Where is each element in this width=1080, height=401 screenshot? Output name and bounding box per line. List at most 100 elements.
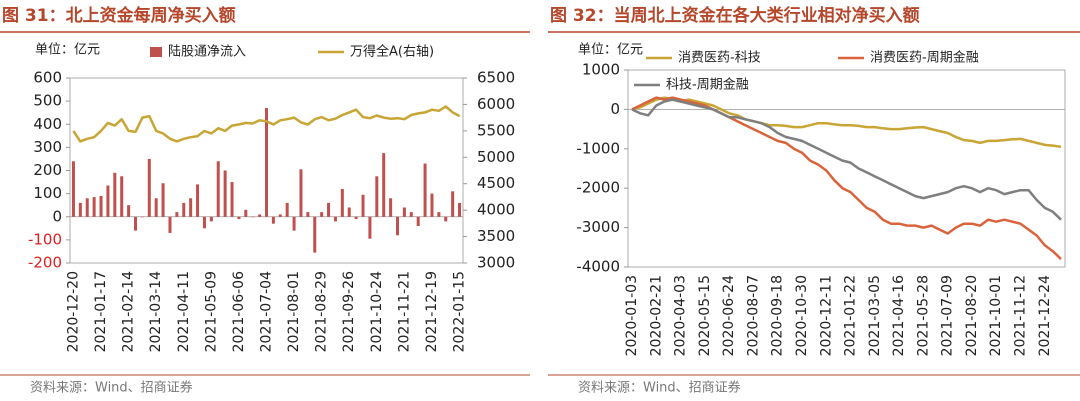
bar xyxy=(71,161,75,217)
bar xyxy=(285,202,289,217)
x-tick-label: 2021-07-04 xyxy=(259,271,275,352)
y2-tick-label: 6500 xyxy=(477,69,515,87)
source: 资料来源：Wind、招商证券 xyxy=(578,380,741,396)
x-tick-label: 2021-10-01 xyxy=(988,275,1004,356)
bar xyxy=(202,216,206,229)
bar xyxy=(402,207,406,217)
source: 资料来源：Wind、招商证券 xyxy=(30,380,193,396)
bar xyxy=(271,216,275,224)
y2-tick-label: 5500 xyxy=(477,121,515,139)
chart-title: 图 31：北上资金每周净买入额 xyxy=(2,5,236,26)
y2-tick-label: 3000 xyxy=(477,254,515,272)
x-tick-label: 2021-12-24 xyxy=(1037,275,1053,356)
x-tick-label: 2021-03-14 xyxy=(148,271,164,352)
x-tick-label: 2020-10-30 xyxy=(794,275,810,356)
x-tick-label: 2020-02-21 xyxy=(648,275,664,356)
y-tick-label: 600 xyxy=(33,69,62,87)
bar xyxy=(354,216,358,220)
y2-tick-label: 5000 xyxy=(477,148,515,166)
unit-label: 单位：亿元 xyxy=(578,43,643,58)
bar xyxy=(99,195,103,217)
bar xyxy=(375,176,379,217)
bar xyxy=(368,216,372,239)
bar xyxy=(458,202,462,217)
unit-label: 单位：亿元 xyxy=(35,43,100,58)
bar xyxy=(313,216,317,253)
bar xyxy=(113,172,117,217)
bar xyxy=(451,191,455,217)
y2-tick-label: 4000 xyxy=(477,201,515,219)
x-tick-label: 2021-02-14 xyxy=(121,271,137,352)
legend-label: 消费医药-科技 xyxy=(678,51,761,66)
x-tick-label: 2020-09-18 xyxy=(770,275,786,356)
y-tick-label: 200 xyxy=(33,161,62,179)
x-tick-label: 2020-12-11 xyxy=(818,275,834,356)
x-tick-label: 2021-07-09 xyxy=(940,275,956,356)
series-line xyxy=(72,105,461,143)
bar xyxy=(78,202,82,217)
y-tick-label: 0 xyxy=(610,100,620,118)
bar xyxy=(209,216,213,222)
y-tick-label: -1000 xyxy=(576,139,620,157)
x-tick-label: 2021-01-22 xyxy=(843,275,859,356)
x-tick-label: 2021-12-19 xyxy=(424,271,440,352)
bar xyxy=(182,202,186,217)
legend-label: 陆股通净流入 xyxy=(168,44,246,60)
x-tick-label: 2021-09-26 xyxy=(341,271,357,352)
bar xyxy=(396,216,399,236)
series-line xyxy=(631,96,1062,149)
x-tick-label: 2020-12-20 xyxy=(65,271,81,352)
bar xyxy=(106,185,110,217)
y-tick-label: 400 xyxy=(33,115,62,133)
x-tick-label: 2021-11-21 xyxy=(396,271,412,352)
bar xyxy=(196,184,200,217)
bar xyxy=(216,161,220,217)
bar xyxy=(299,169,303,217)
y-tick-label: 1000 xyxy=(582,61,620,79)
x-tick-label: 2021-10-24 xyxy=(369,271,385,352)
bar xyxy=(320,212,324,217)
x-tick-label: 2020-04-03 xyxy=(673,275,689,356)
bar xyxy=(292,216,296,231)
legend-label: 万得全A(右轴) xyxy=(350,44,434,60)
bar xyxy=(430,193,434,217)
y2-tick-label: 4500 xyxy=(477,174,515,192)
x-tick-label: 2020-01-03 xyxy=(624,275,640,356)
y2-tick-label: 6000 xyxy=(477,95,515,113)
legend-label: 消费医药-周期金融 xyxy=(870,50,979,66)
series-line xyxy=(631,96,1062,260)
x-tick-label: 2021-04-11 xyxy=(176,271,192,352)
x-tick-label: 2020-08-07 xyxy=(745,275,761,356)
bar xyxy=(306,212,310,217)
bar xyxy=(416,216,420,226)
bar xyxy=(223,170,227,217)
bar xyxy=(278,214,282,217)
y-tick-label: 500 xyxy=(33,92,62,110)
bar xyxy=(230,182,234,217)
x-tick-label: 2021-08-20 xyxy=(964,275,980,356)
bar xyxy=(409,212,413,217)
y-tick-label: 0 xyxy=(52,207,62,225)
x-tick-label: 2021-06-06 xyxy=(231,271,247,352)
bar xyxy=(85,198,89,217)
x-tick-label: 2022-01-15 xyxy=(452,271,468,352)
y-tick-label: -2000 xyxy=(576,179,620,197)
bar xyxy=(189,198,193,217)
bar xyxy=(251,216,255,218)
x-tick-label: 2021-05-09 xyxy=(203,271,219,352)
legend-label: 科技-周期金融 xyxy=(666,77,749,93)
bar xyxy=(265,108,268,217)
y-tick-label: -100 xyxy=(28,230,62,248)
bar xyxy=(140,216,144,218)
x-tick-label: 2020-06-24 xyxy=(721,275,737,356)
bar xyxy=(340,189,344,217)
bar xyxy=(258,214,262,217)
bar xyxy=(423,163,427,217)
bar xyxy=(244,209,248,217)
x-tick-label: 2021-11-12 xyxy=(1012,275,1028,356)
bar xyxy=(92,197,96,217)
bar xyxy=(347,207,351,217)
bar xyxy=(389,198,393,217)
x-tick-label: 2021-04-16 xyxy=(891,275,907,356)
